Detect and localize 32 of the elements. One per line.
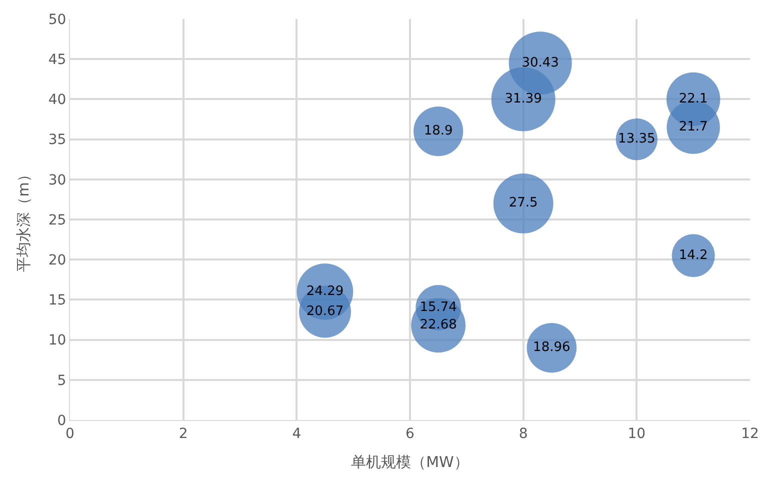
- data-label: 21.7: [678, 120, 708, 135]
- x-axis-title: 单机规模（MW）: [351, 452, 469, 471]
- x-tick-label: 6: [406, 426, 415, 442]
- data-label: 15.74: [420, 300, 457, 315]
- data-label: 31.39: [504, 91, 542, 106]
- x-tick-label: 8: [518, 426, 528, 442]
- data-label: 24.29: [306, 284, 344, 299]
- y-tick-label: 15: [48, 292, 66, 309]
- data-label: 20.67: [306, 304, 344, 319]
- y-tick-label: 50: [48, 12, 66, 28]
- data-label: 13.35: [618, 132, 656, 147]
- data-label: 27.5: [508, 196, 538, 211]
- data-label: 14.2: [678, 248, 708, 263]
- y-axis-title: 平均水深（m）: [14, 167, 33, 272]
- x-tick-label: 2: [178, 426, 188, 442]
- x-tick-label: 10: [628, 426, 646, 442]
- data-label: 18.9: [424, 124, 453, 139]
- y-tick-label: 5: [57, 372, 66, 389]
- data-label: 18.96: [533, 340, 570, 356]
- data-label: 22.1: [678, 91, 708, 106]
- y-tick-label: 20: [48, 252, 66, 268]
- y-tick-label: 10: [48, 332, 66, 349]
- y-tick-label: 0: [57, 412, 66, 429]
- y-tick-label: 40: [48, 92, 66, 108]
- y-tick-label: 25: [48, 212, 66, 228]
- y-tick-label: 30: [48, 172, 66, 188]
- x-tick-label: 12: [741, 426, 759, 442]
- y-tick-label: 35: [48, 132, 66, 148]
- y-tick-label: 45: [48, 52, 66, 68]
- data-label: 30.43: [522, 55, 559, 70]
- x-tick-label: 4: [292, 426, 302, 442]
- data-label: 22.68: [420, 318, 457, 333]
